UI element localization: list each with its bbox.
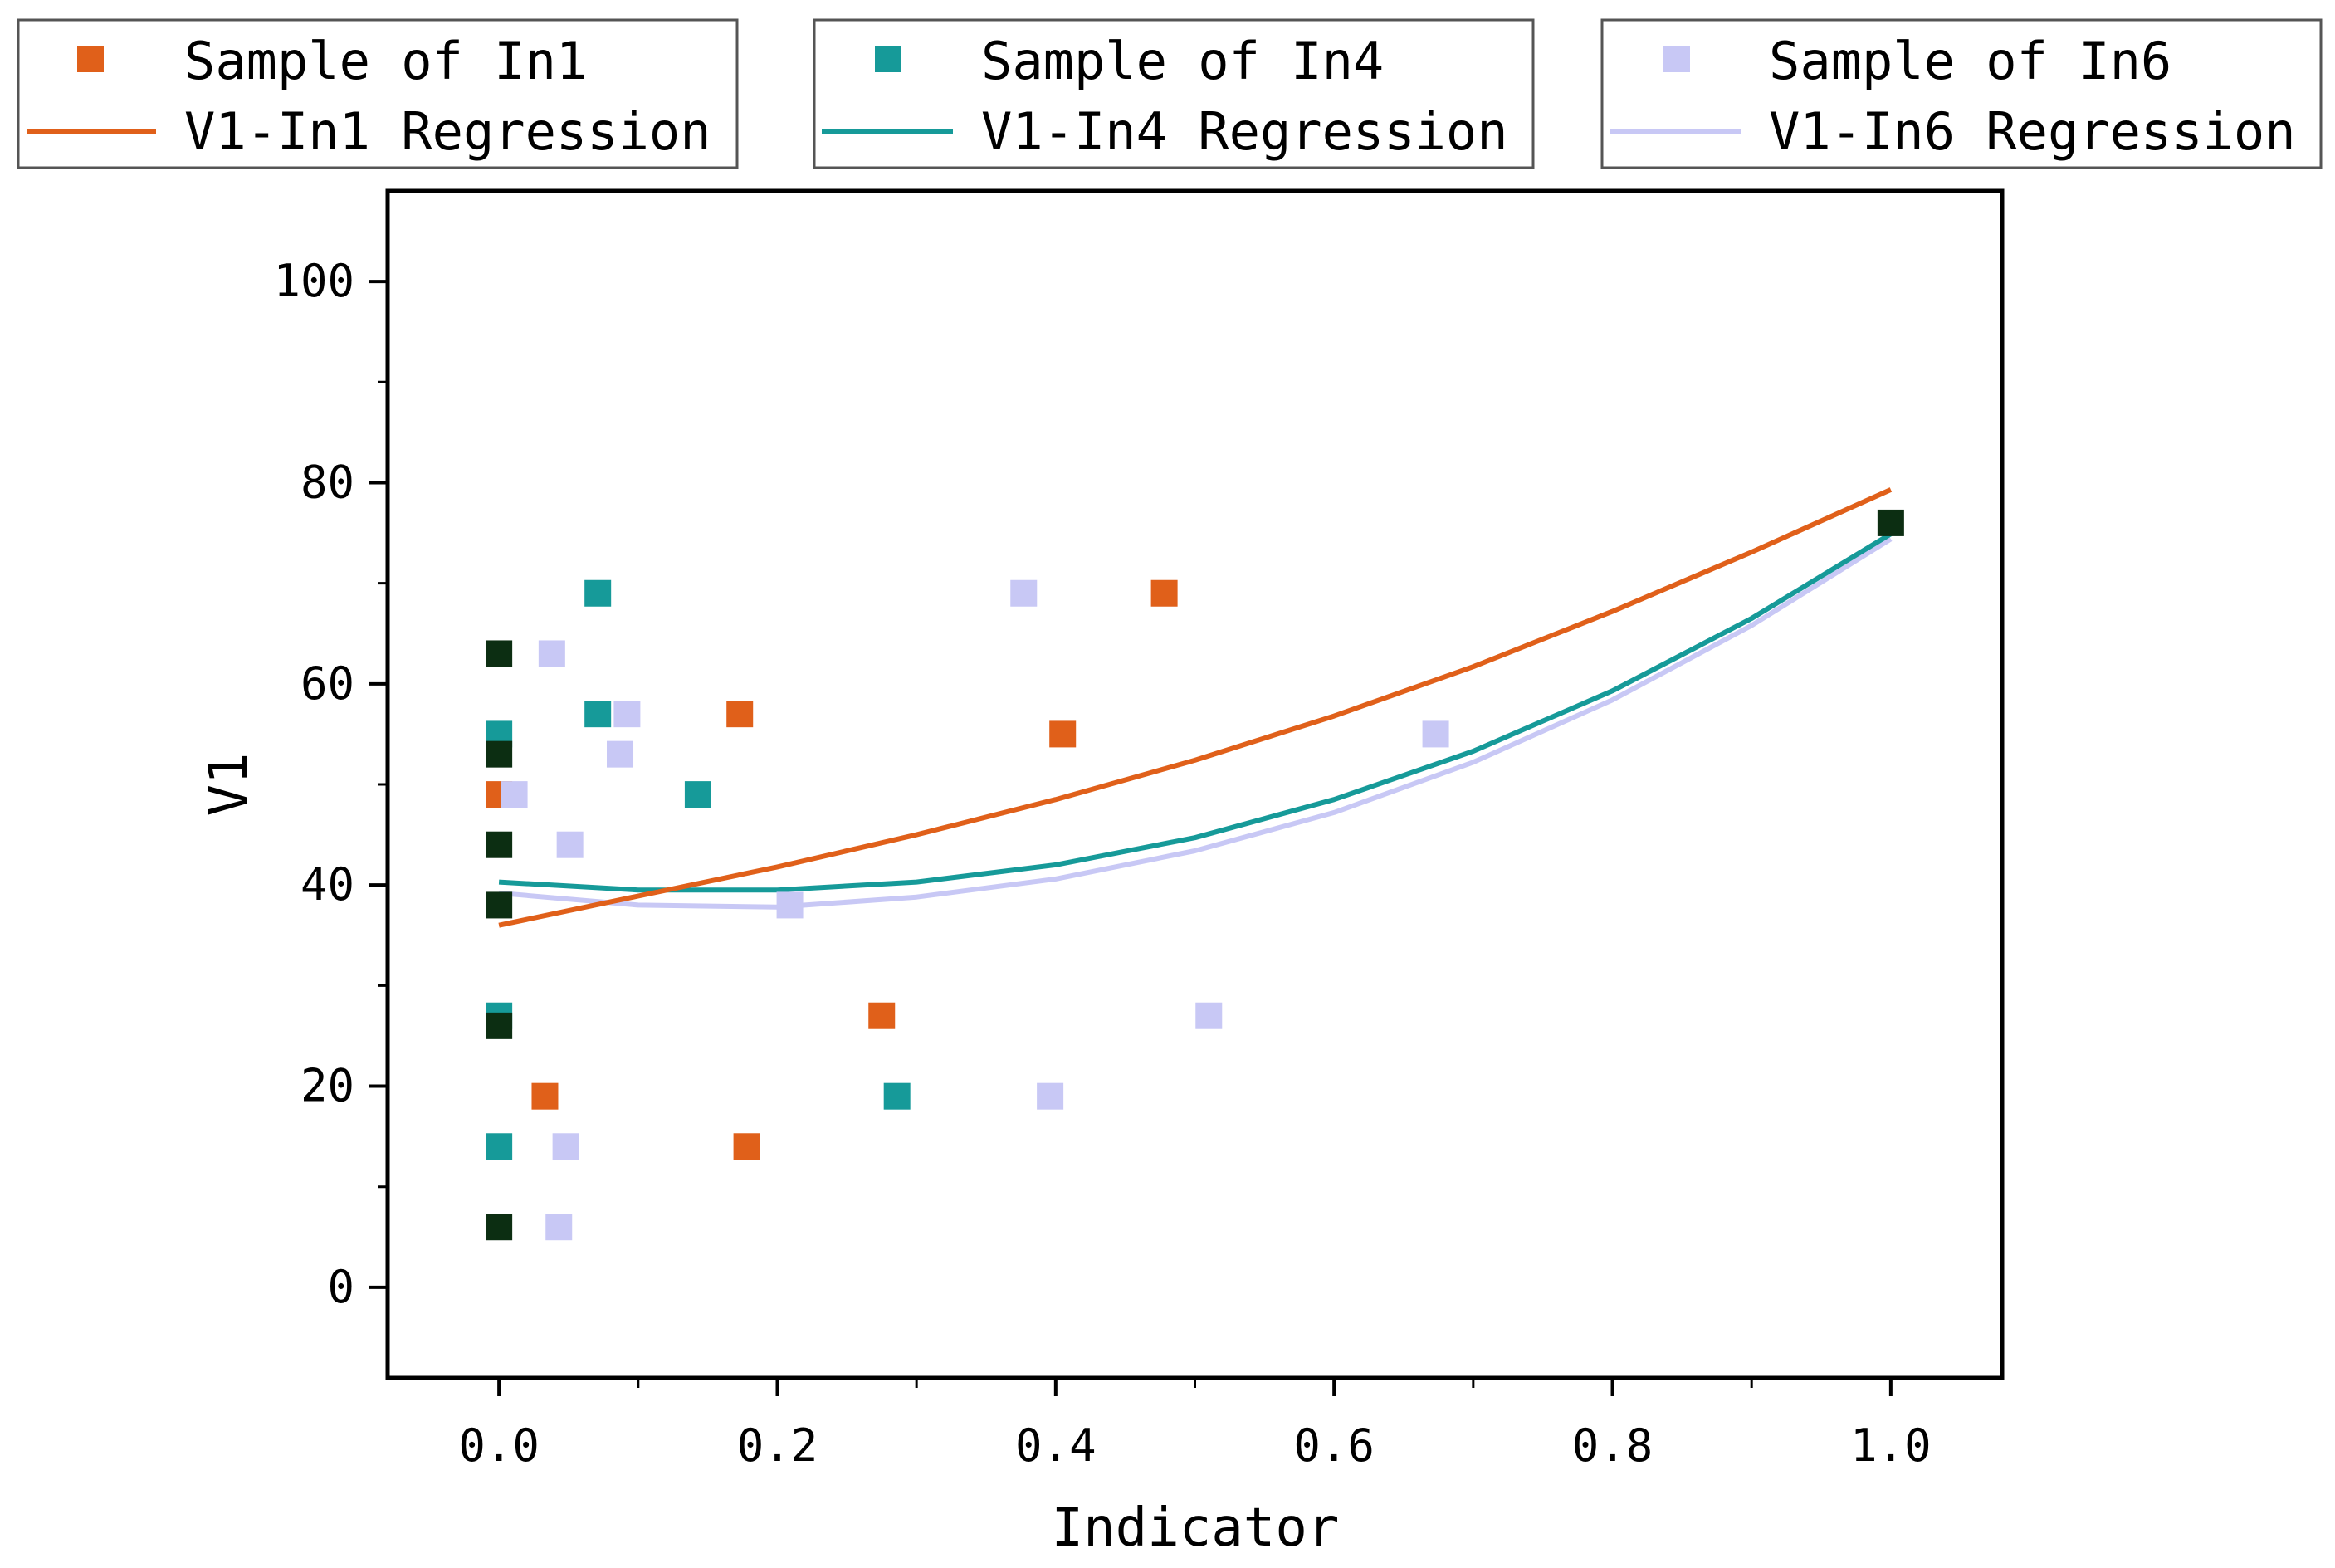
regression-line-in4 bbox=[498, 531, 1893, 893]
regression-line-in1 bbox=[498, 487, 1893, 928]
x-tick-label: 0.6 bbox=[1293, 1419, 1375, 1472]
point-in1 bbox=[726, 701, 754, 728]
point-in6 bbox=[545, 1214, 573, 1241]
point-overlap bbox=[486, 740, 513, 768]
data-points bbox=[486, 509, 1904, 1241]
x-tick-label: 0.0 bbox=[458, 1419, 540, 1472]
legend-marker-in4 bbox=[875, 46, 901, 72]
legend-box-in4: Sample of In4 V1-In4 Regression bbox=[813, 18, 1535, 169]
x-tick-label: 0.8 bbox=[1572, 1419, 1654, 1472]
point-in6 bbox=[556, 831, 584, 858]
point-in6 bbox=[1010, 579, 1038, 607]
legend-label-in4: Sample of In4 bbox=[981, 31, 1384, 91]
y-tick-label: 80 bbox=[300, 456, 354, 508]
point-overlap bbox=[486, 831, 513, 858]
legend-line-label-in1: V1-In1 Regression bbox=[184, 101, 711, 162]
y-tick-label: 60 bbox=[300, 657, 354, 710]
point-in4 bbox=[584, 701, 612, 728]
legend-line-label-in4: V1-In4 Regression bbox=[981, 101, 1508, 162]
point-in6 bbox=[538, 640, 565, 667]
point-in6 bbox=[607, 740, 634, 768]
regression-lines bbox=[498, 487, 1893, 928]
point-overlap bbox=[486, 640, 513, 667]
point-in1 bbox=[868, 1002, 896, 1029]
y-tick-label: 0 bbox=[327, 1261, 354, 1313]
y-tick-label: 40 bbox=[300, 858, 354, 911]
point-in6 bbox=[776, 891, 804, 919]
y-tick-label: 100 bbox=[273, 255, 354, 307]
legend-box-in1: Sample of In1 V1-In1 Regression bbox=[17, 18, 739, 169]
point-in6 bbox=[1422, 720, 1449, 748]
point-overlap bbox=[1877, 509, 1904, 536]
point-overlap bbox=[486, 1012, 513, 1039]
point-in6 bbox=[1037, 1082, 1064, 1110]
y-tick-label: 20 bbox=[300, 1060, 354, 1112]
x-axis-title: Indicator bbox=[1052, 1497, 1340, 1559]
legend: Sample of In1 V1-In1 Regression Sample o… bbox=[17, 18, 2323, 169]
legend-marker-in6 bbox=[1663, 46, 1690, 72]
point-in6 bbox=[613, 701, 641, 728]
point-overlap bbox=[486, 1214, 513, 1241]
point-in6 bbox=[1195, 1002, 1223, 1029]
legend-marker-in1 bbox=[77, 46, 104, 72]
point-overlap bbox=[486, 891, 513, 919]
legend-label-in1: Sample of In1 bbox=[184, 31, 587, 91]
point-in4 bbox=[883, 1082, 911, 1110]
axis-ticks bbox=[369, 280, 1893, 1396]
point-in1 bbox=[1150, 579, 1178, 607]
point-in6 bbox=[552, 1133, 579, 1160]
point-in4 bbox=[584, 579, 612, 607]
legend-line-label-in6: V1-In6 Regression bbox=[1769, 101, 2296, 162]
point-in1 bbox=[1049, 720, 1077, 748]
legend-label-in6: Sample of In6 bbox=[1769, 31, 2171, 91]
x-tick-label: 1.0 bbox=[1850, 1419, 1932, 1472]
x-tick-label: 0.4 bbox=[1015, 1419, 1097, 1472]
point-in4 bbox=[684, 781, 711, 808]
regression-line-in6 bbox=[498, 536, 1893, 910]
point-in4 bbox=[486, 1133, 513, 1160]
point-in1 bbox=[733, 1133, 760, 1160]
y-axis-title: V1 bbox=[198, 752, 260, 816]
plot-frame bbox=[385, 188, 2005, 1380]
x-tick-label: 0.2 bbox=[737, 1419, 818, 1472]
tick-labels: 0.0 0.2 0.4 0.6 0.8 1.0 0 20 40 60 80 100 bbox=[273, 255, 1931, 1472]
legend-box-in6: Sample of In6 V1-In6 Regression bbox=[1600, 18, 2323, 169]
point-in6 bbox=[501, 781, 528, 808]
point-in1 bbox=[531, 1082, 559, 1110]
